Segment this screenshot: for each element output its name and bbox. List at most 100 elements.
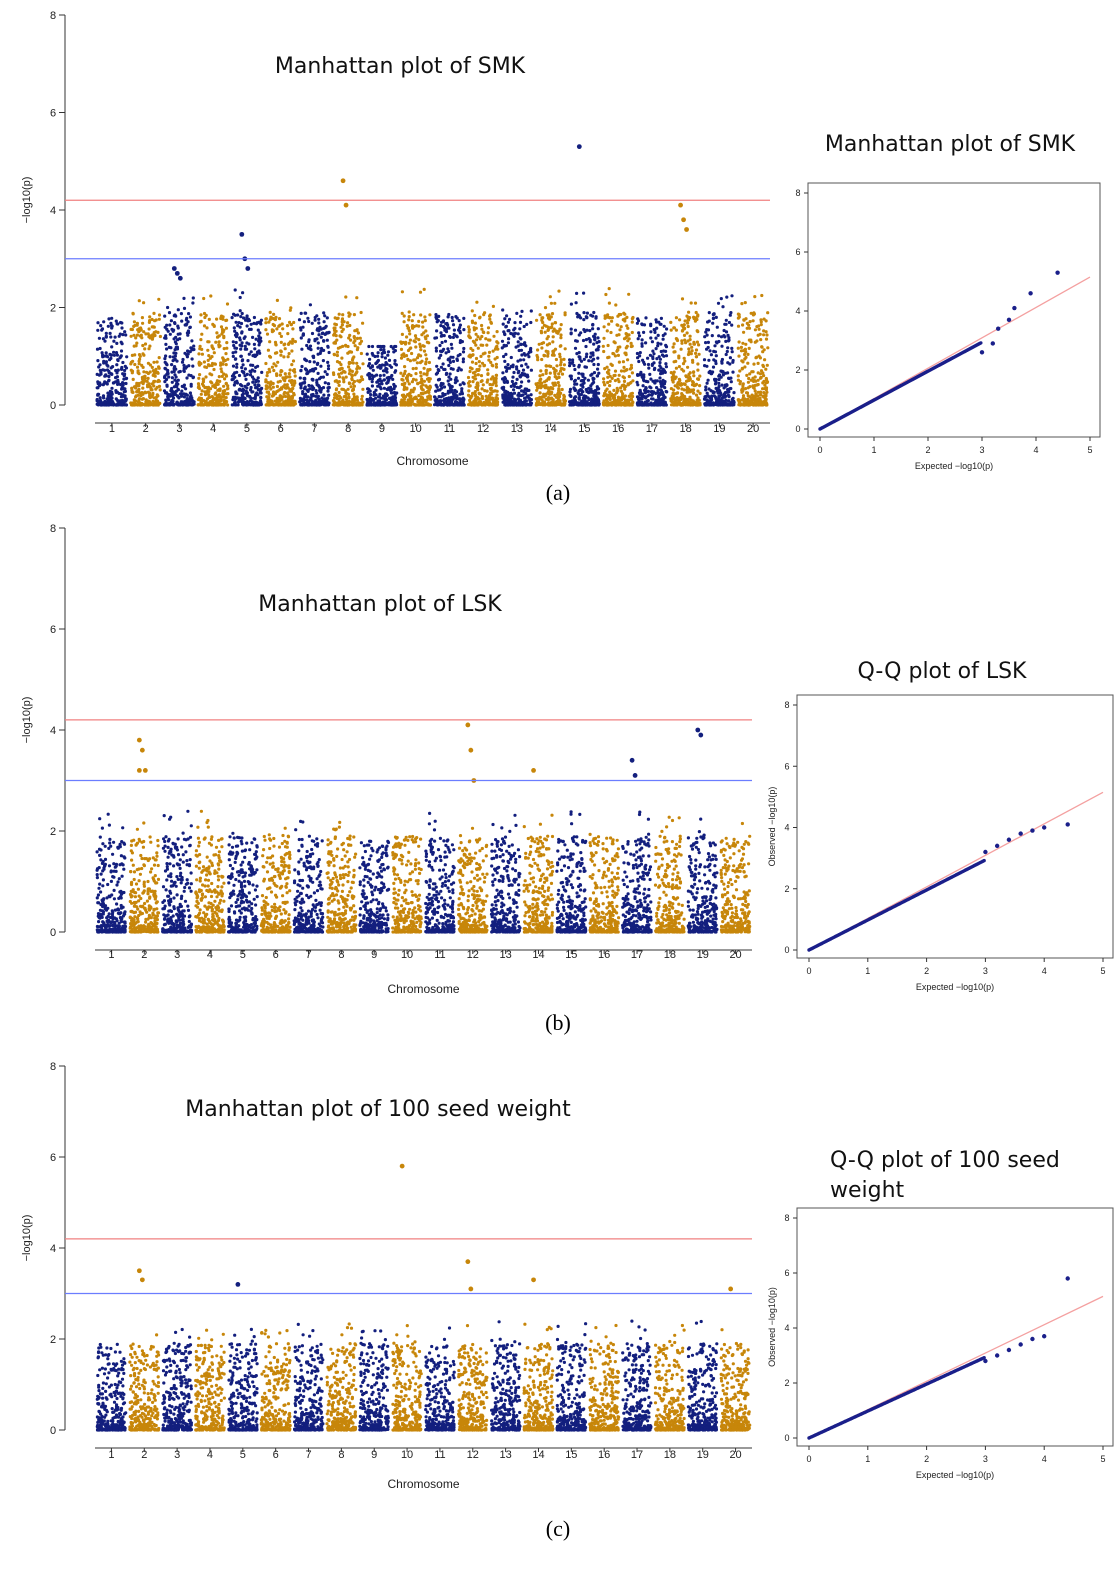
snp-point [134, 336, 138, 340]
snp-point [672, 326, 676, 330]
snp-point [370, 384, 374, 388]
snp-point [694, 348, 699, 352]
snp-point [636, 356, 640, 360]
snp-point [163, 325, 167, 329]
snp-point [595, 396, 599, 400]
snp-point [570, 399, 575, 403]
snp-point [165, 384, 169, 388]
snp-point [314, 389, 318, 393]
snp-point [672, 342, 676, 346]
snp-point [684, 403, 688, 407]
snp-point [447, 312, 451, 317]
snp-point [658, 361, 662, 365]
snp-point [501, 377, 505, 381]
snp-point [468, 366, 473, 370]
snp-point [644, 396, 648, 400]
snp-point [486, 372, 490, 376]
snp-point [119, 349, 124, 353]
snp-point [434, 383, 438, 387]
snp-point [399, 403, 403, 407]
snp-point [624, 346, 628, 350]
snp-point [477, 368, 481, 372]
snp-point [518, 327, 522, 331]
snp-point [239, 354, 243, 358]
snp-point [226, 357, 230, 361]
snp-point [111, 402, 115, 406]
snp-point [340, 317, 345, 321]
snp-point [488, 317, 492, 321]
snp-point [639, 396, 644, 400]
snp-point [170, 363, 174, 367]
snp-point [220, 370, 224, 374]
snp-point [575, 311, 579, 316]
snp-point [131, 311, 135, 315]
snp-point [640, 338, 644, 342]
chromosome-3-points [162, 296, 196, 407]
snp-point [593, 403, 597, 407]
snp-point [265, 395, 269, 399]
snp-point [386, 353, 390, 357]
snp-point [153, 374, 157, 378]
snp-point [427, 360, 431, 365]
snp-point [521, 368, 526, 372]
snp-point [203, 393, 208, 397]
snp-point [283, 379, 287, 383]
snp-point [574, 301, 578, 305]
snp-point [636, 337, 640, 341]
snp-point [480, 402, 484, 406]
snp-point [238, 338, 242, 342]
snp-point [287, 352, 291, 356]
snp-point [150, 365, 154, 369]
snp-point [456, 368, 460, 373]
snp-point [474, 338, 479, 342]
snp-point [560, 387, 564, 392]
x-tick-label: 5 [244, 423, 250, 435]
snp-point [608, 397, 612, 402]
snp-point [182, 395, 186, 399]
snp-point [664, 389, 668, 394]
snp-point [433, 398, 437, 402]
snp-point [121, 360, 125, 365]
snp-point [305, 398, 309, 402]
snp-point [486, 378, 490, 382]
snp-point [575, 382, 579, 386]
snp-point [240, 395, 244, 400]
snp-point [543, 386, 547, 390]
snp-point [235, 362, 239, 366]
snp-point [688, 371, 692, 375]
y-tick-label: 6 [50, 108, 56, 120]
snp-point [352, 313, 356, 317]
snp-point [283, 394, 288, 399]
snp-point [102, 396, 106, 400]
snp-point [123, 387, 127, 391]
snp-point [422, 344, 426, 348]
snp-point [114, 351, 119, 355]
snp-point [646, 362, 651, 367]
snp-point [488, 338, 492, 342]
snp-point [392, 382, 396, 387]
snp-point [529, 350, 533, 354]
snp-point [451, 323, 456, 327]
snp-point [350, 373, 354, 377]
snp-point [540, 326, 545, 330]
snp-point [107, 374, 111, 379]
snp-point [502, 330, 506, 334]
snp-point [279, 340, 283, 344]
snp-point [602, 325, 606, 329]
snp-point [108, 331, 112, 335]
snp-point [556, 381, 560, 385]
snp-point [134, 394, 138, 398]
snp-point [219, 314, 224, 318]
snp-point [304, 368, 308, 372]
snp-point [350, 358, 355, 362]
snp-point [482, 330, 486, 335]
snp-point [652, 390, 656, 394]
snp-point [119, 354, 123, 358]
snp-point [437, 314, 441, 318]
snp-point [371, 368, 375, 372]
snp-point [452, 328, 456, 332]
snp-point [671, 345, 675, 349]
snp-point [205, 397, 210, 401]
snp-point [462, 382, 466, 386]
snp-point [678, 382, 682, 387]
